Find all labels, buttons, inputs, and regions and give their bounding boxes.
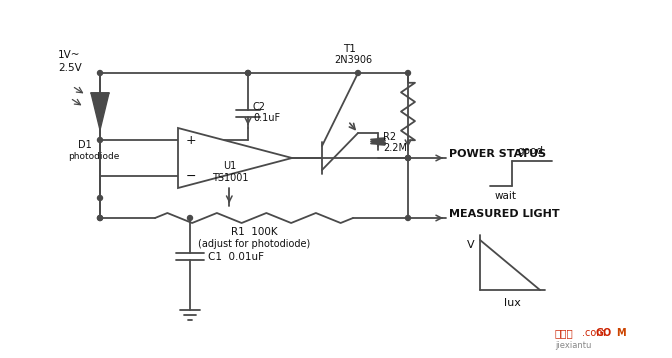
Text: 2N3906: 2N3906: [334, 55, 372, 65]
Polygon shape: [91, 93, 109, 130]
Circle shape: [405, 71, 411, 76]
Text: C2: C2: [253, 102, 266, 112]
Circle shape: [245, 71, 251, 76]
Circle shape: [187, 216, 192, 221]
Text: 接线图: 接线图: [555, 328, 574, 338]
Text: wait: wait: [495, 191, 517, 201]
Text: 2.2M: 2.2M: [383, 142, 407, 153]
Text: POWER STATUS: POWER STATUS: [449, 149, 546, 159]
Circle shape: [97, 216, 103, 221]
Text: U1: U1: [223, 161, 237, 171]
Text: +: +: [186, 134, 197, 146]
Text: GO: GO: [596, 328, 612, 338]
Circle shape: [97, 216, 103, 221]
Text: 2.5V: 2.5V: [58, 63, 82, 73]
Text: 1V~: 1V~: [58, 50, 81, 60]
Text: TS1001: TS1001: [212, 173, 248, 183]
Text: C1  0.01uF: C1 0.01uF: [208, 252, 264, 261]
Text: R2: R2: [383, 131, 396, 141]
Text: photodiode: photodiode: [68, 151, 120, 160]
Text: (adjust for photodiode): (adjust for photodiode): [198, 239, 310, 249]
Circle shape: [355, 71, 360, 76]
Text: .com: .com: [582, 328, 605, 338]
Circle shape: [405, 216, 411, 221]
Polygon shape: [178, 128, 292, 188]
Text: −: −: [186, 169, 196, 183]
Circle shape: [405, 155, 411, 160]
Text: 0.1uF: 0.1uF: [253, 113, 280, 123]
Text: V: V: [467, 240, 474, 250]
Text: lux: lux: [504, 298, 521, 308]
Text: D1: D1: [78, 140, 92, 150]
Text: M: M: [616, 328, 626, 338]
Text: MEASURED LIGHT: MEASURED LIGHT: [449, 209, 560, 219]
Text: good: good: [517, 146, 543, 156]
Text: T1: T1: [343, 44, 356, 54]
Text: jiexiantu: jiexiantu: [555, 341, 591, 350]
Circle shape: [405, 155, 411, 160]
Text: R1  100K: R1 100K: [230, 227, 278, 237]
Circle shape: [97, 71, 103, 76]
Circle shape: [245, 71, 251, 76]
Circle shape: [97, 137, 103, 142]
Circle shape: [97, 195, 103, 200]
